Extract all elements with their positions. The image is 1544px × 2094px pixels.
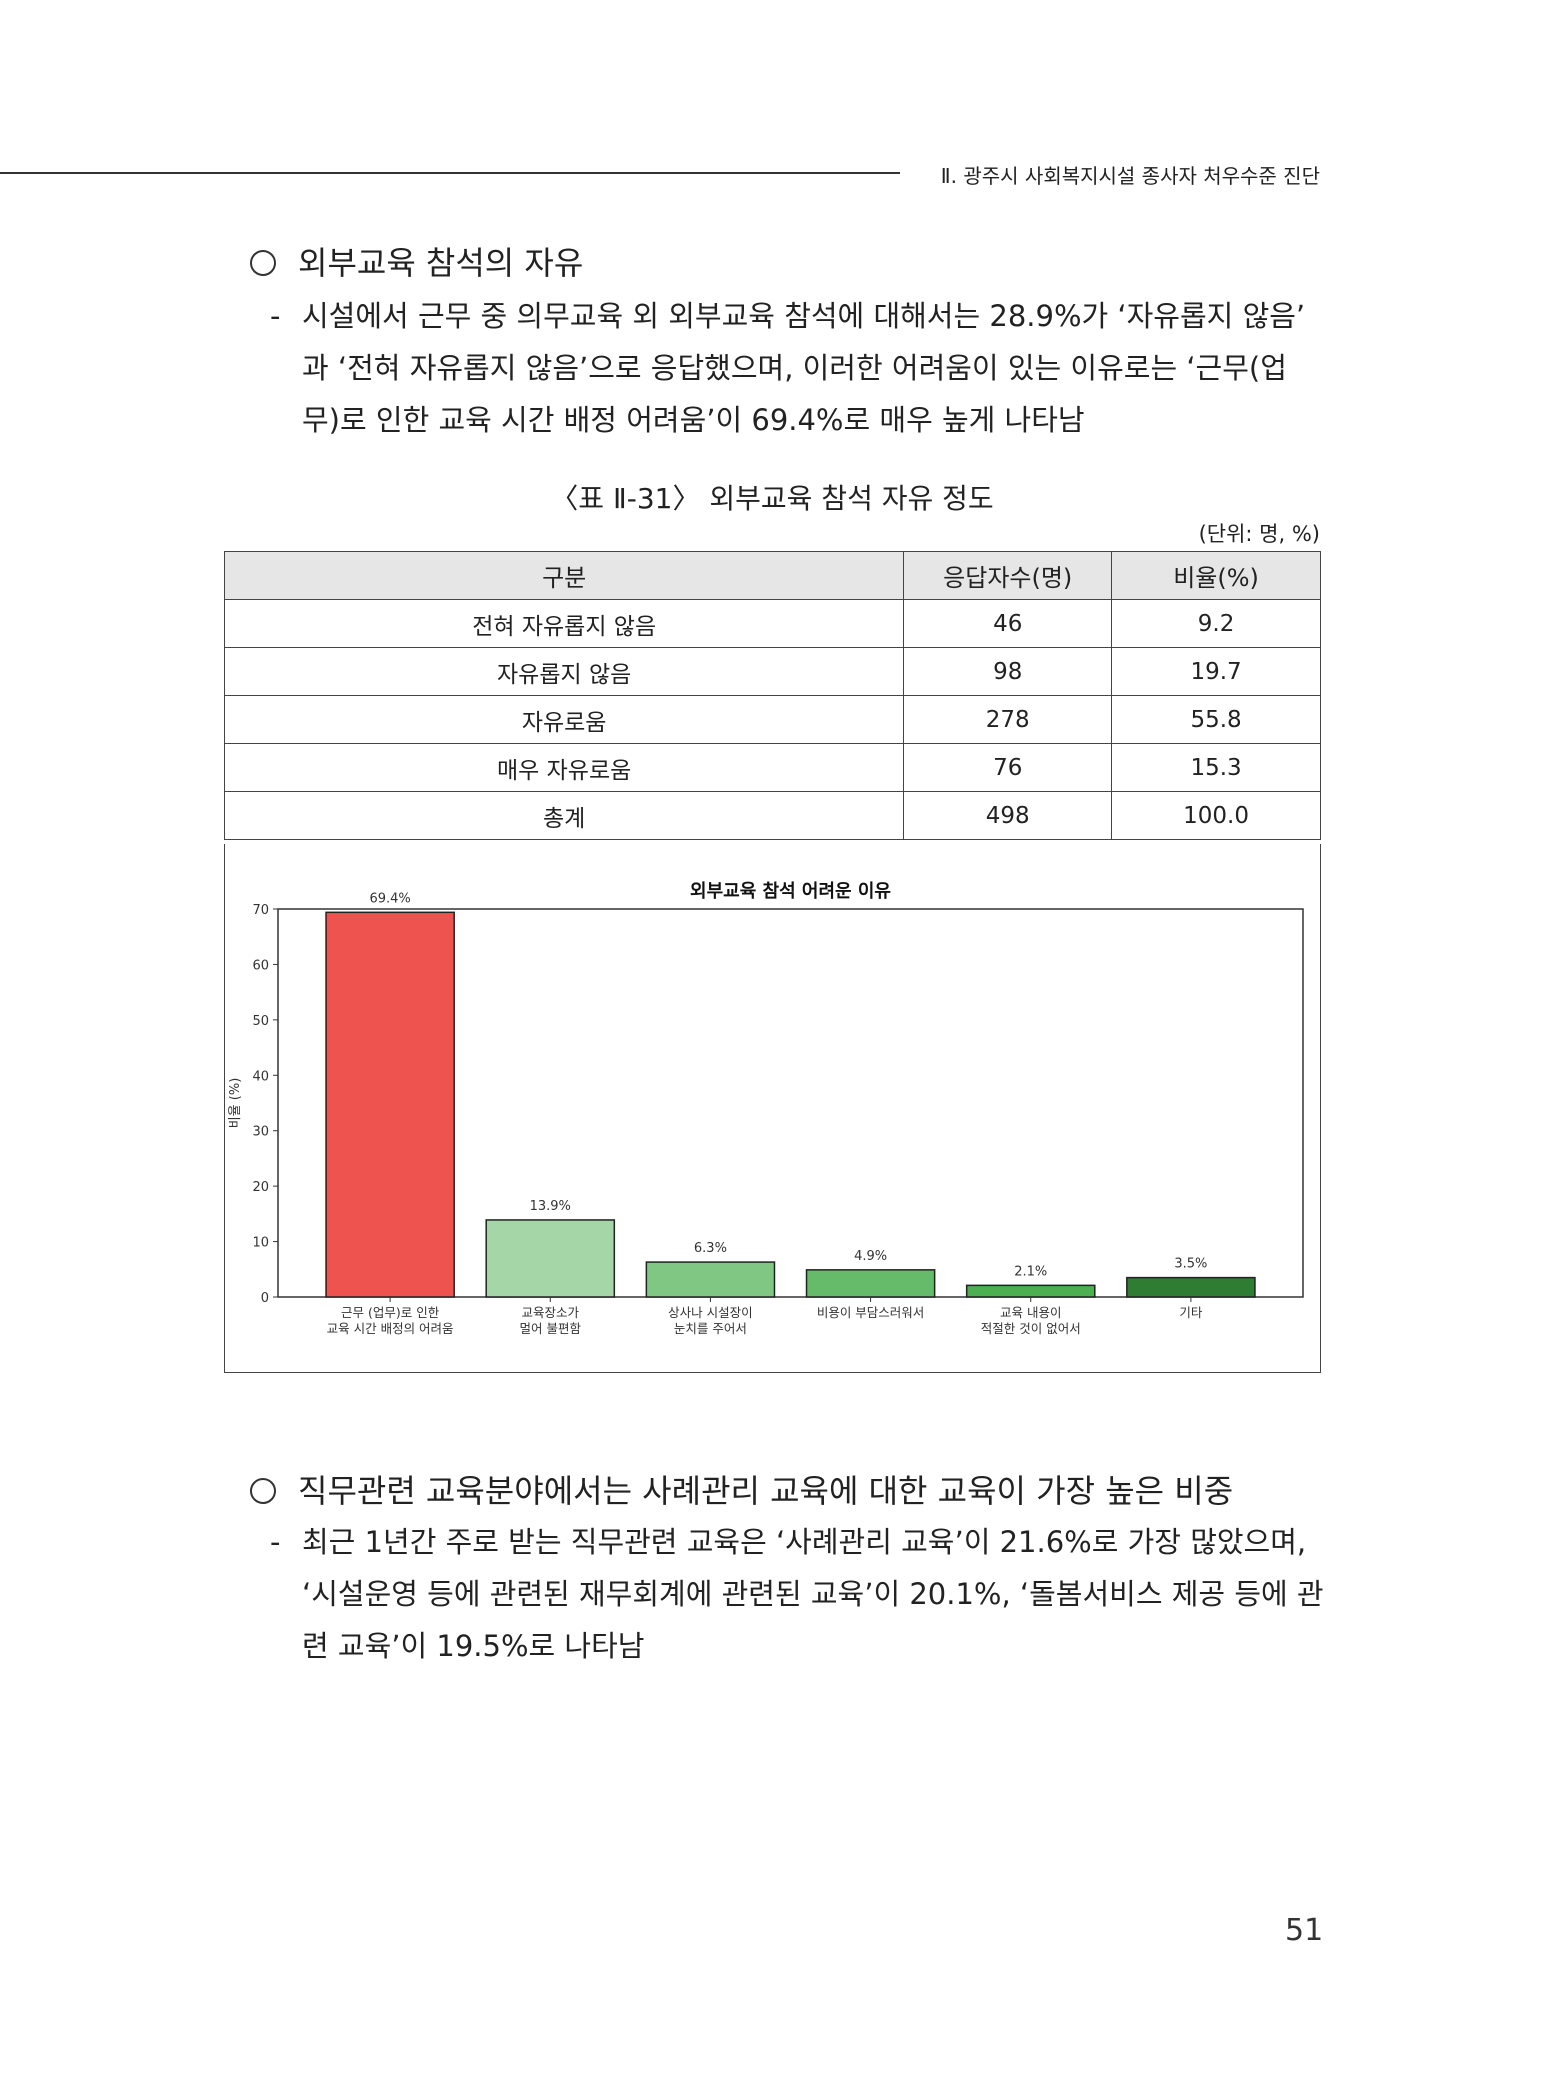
- cell: 100.0: [1111, 791, 1321, 840]
- y-tick-label: 20: [252, 1180, 269, 1195]
- y-tick-label: 60: [252, 958, 269, 973]
- cell: 76: [903, 743, 1113, 792]
- heading-text: 직무관련 교육분야에서는 사례관리 교육에 대한 교육이 가장 높은 비중: [298, 1472, 1234, 1510]
- cell: 자유롭지 않음: [223, 647, 905, 696]
- paragraph-line: 최근 1년간 주로 받는 직무관련 교육은 ‘사례관리 교육’이 21.6%로 …: [302, 1525, 1307, 1559]
- table-caption: 〈표 Ⅱ-31〉 외부교육 참석 자유 정도: [550, 482, 994, 515]
- x-tick-label: 적절한 것이 없어서: [981, 1321, 1081, 1336]
- plot-frame: [277, 908, 1304, 1298]
- x-tick-label: 교육장소가: [522, 1305, 580, 1320]
- bar: [805, 1269, 936, 1298]
- table-row: 자유로움 278 55.8: [223, 695, 1321, 744]
- table-row: 매우 자유로움 76 15.3: [223, 743, 1321, 792]
- data-label: 6.3%: [694, 1241, 727, 1256]
- bar: [485, 1219, 616, 1298]
- section-1-paragraph: - 시설에서 근무 중 의무교육 외 외부교육 참석에 대해서는 28.9%가 …: [270, 290, 1322, 446]
- section-heading-2: 직무관련 교육분야에서는 사례관리 교육에 대한 교육이 가장 높은 비중: [250, 1466, 1233, 1512]
- cell: 전혀 자유롭지 않음: [223, 599, 905, 648]
- cell: 278: [903, 695, 1113, 744]
- paragraph-line: 시설에서 근무 중 의무교육 외 외부교육 참석에 대해서는 28.9%가 ‘자…: [302, 299, 1306, 333]
- cell: 498: [903, 791, 1113, 840]
- table-row: 자유롭지 않음 98 19.7: [223, 647, 1321, 696]
- x-tick-label: 상사나 시설장이: [668, 1305, 752, 1320]
- x-tick-label: 기타: [1179, 1305, 1203, 1320]
- cell: 55.8: [1111, 695, 1321, 744]
- chart-title: 외부교육 참석 어려운 이유: [690, 881, 891, 902]
- dash-bullet: -: [270, 1525, 281, 1559]
- section-2-paragraph: - 최근 1년간 주로 받는 직무관련 교육은 ‘사례관리 교육’이 21.6%…: [270, 1516, 1324, 1672]
- x-tick-label: 근무 (업무)로 인한: [341, 1305, 440, 1320]
- x-tick-label: 멀어 불편함: [520, 1321, 582, 1336]
- x-tick-label: 교육 시간 배정의 어려움: [327, 1321, 454, 1336]
- cell: 총계: [223, 791, 905, 840]
- paragraph-line: ‘시설운영 등에 관련된 재무회계에 관련된 교육’이 20.1%, ‘돌봄서비…: [302, 1577, 1324, 1611]
- y-tick-label: 30: [252, 1125, 269, 1140]
- cell: 98: [903, 647, 1113, 696]
- cell: 19.7: [1111, 647, 1321, 696]
- y-tick-label: 40: [252, 1069, 269, 1084]
- table-row: 전혀 자유롭지 않음 46 9.2: [223, 599, 1321, 648]
- circle-bullet-icon: [250, 250, 276, 276]
- y-tick-label: 0: [261, 1291, 269, 1306]
- x-tick-label: 눈치를 주어서: [674, 1321, 747, 1336]
- cell: 46: [903, 599, 1113, 648]
- bar: [325, 911, 455, 1298]
- cell: 9.2: [1111, 599, 1321, 648]
- bar: [965, 1284, 1096, 1298]
- table-unit: (단위: 명, %): [1198, 522, 1320, 546]
- y-tick-label: 50: [252, 1014, 269, 1029]
- y-tick-label: 10: [252, 1236, 269, 1251]
- running-title: Ⅱ. 광주시 사회복지시설 종사자 처우수준 진단: [940, 164, 1320, 188]
- paragraph-line: 무)로 인한 교육 시간 배정 어려움’이 69.4%로 매우 높게 나타남: [302, 403, 1085, 437]
- heading-text: 외부교육 참석의 자유: [298, 244, 584, 282]
- bar: [1126, 1276, 1256, 1298]
- bar: [645, 1261, 776, 1298]
- header-rule: [0, 172, 900, 174]
- data-label: 13.9%: [530, 1199, 571, 1214]
- data-label: 2.1%: [1014, 1264, 1047, 1279]
- cell: 매우 자유로움: [223, 743, 905, 792]
- column-header: 비율(%): [1111, 551, 1321, 600]
- chart-container: 외부교육 참석 어려운 이유 0 10 20 30 40 50 60 70 비율 (%) 69.4%…: [224, 844, 1321, 1373]
- table-row: 총계 498 100.0: [223, 791, 1321, 840]
- y-tick-label: 70: [252, 903, 269, 918]
- data-label: 3.5%: [1174, 1257, 1207, 1272]
- data-label: 69.4%: [369, 891, 410, 906]
- cell: 자유로움: [223, 695, 905, 744]
- table-header-row: 구분 응답자수(명) 비율(%): [223, 551, 1321, 600]
- cell: 15.3: [1111, 743, 1321, 792]
- paragraph-line: 련 교육’이 19.5%로 나타남: [302, 1629, 645, 1663]
- page-number: 51: [1285, 1913, 1324, 1948]
- dash-bullet: -: [270, 299, 281, 333]
- column-header: 응답자수(명): [903, 551, 1113, 600]
- column-header: 구분: [223, 551, 905, 600]
- x-tick-label: 교육 내용이: [1000, 1305, 1061, 1320]
- response-table: 구분 응답자수(명) 비율(%) 전혀 자유롭지 않음 46 9.2 자유롭지 않음…: [223, 551, 1321, 840]
- circle-bullet-icon: [250, 1478, 276, 1504]
- y-axis-label: 비율 (%): [228, 1078, 243, 1129]
- section-heading-1: 외부교육 참석의 자유: [250, 238, 583, 284]
- bar-chart: 외부교육 참석 어려운 이유 0 10 20 30 40 50 60 70 비율 (%) 69.4%…: [228, 881, 1304, 1336]
- x-tick-label: 비용이 부담스러워서: [817, 1305, 924, 1320]
- data-label: 4.9%: [854, 1249, 887, 1264]
- paragraph-line: 과 ‘전혀 자유롭지 않음’으로 응답했으며, 이러한 어려움이 있는 이유로는…: [302, 351, 1287, 385]
